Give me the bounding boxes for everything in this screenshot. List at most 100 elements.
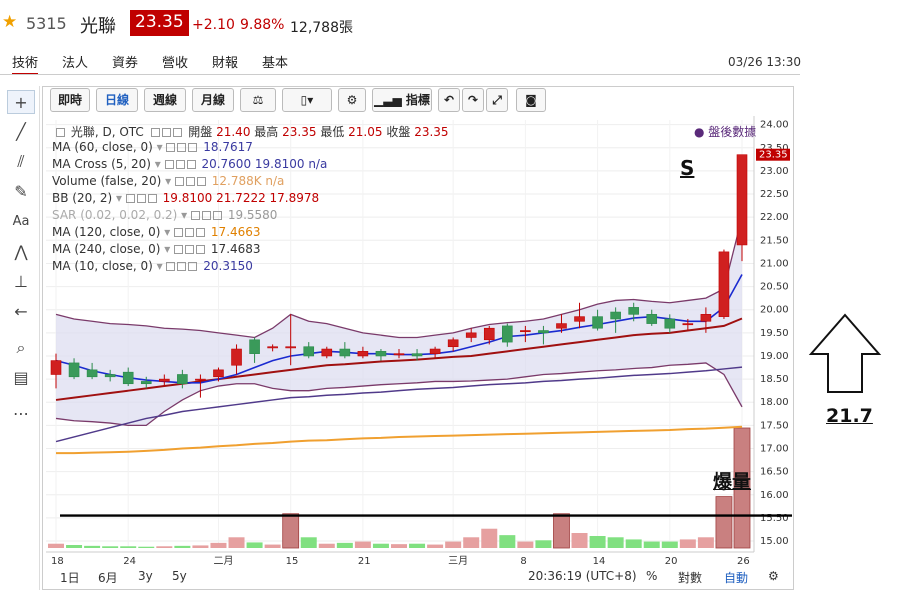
indicator-row[interactable]: MA Cross (5, 20) ▾ 20.7600 19.8100 n/a xyxy=(52,157,327,171)
log-toggle[interactable]: 對數 xyxy=(678,571,703,585)
toggle-box-icon[interactable] xyxy=(186,160,196,169)
toggle-box-icon[interactable] xyxy=(174,245,184,254)
crosshair-icon[interactable]: + xyxy=(7,90,35,114)
toggle-box-icon[interactable] xyxy=(188,143,198,152)
indicator-row[interactable]: MA (60, close, 0) ▾ 18.7617 xyxy=(52,140,253,154)
toggle-box-icon[interactable] xyxy=(196,245,206,254)
candle-type-select[interactable]: ▯▾ xyxy=(282,88,332,112)
camera-icon[interactable]: ◙ xyxy=(516,88,546,112)
undo-icon[interactable]: ↶ xyxy=(438,88,460,112)
toggle-box-icon[interactable] xyxy=(177,262,187,271)
toggle-box-icon[interactable] xyxy=(164,160,174,169)
toggle-box-icon[interactable] xyxy=(166,262,176,271)
indicator-value: 19.8100 21.7222 17.8978 xyxy=(158,191,320,205)
dropdown-caret-icon[interactable]: ▾ xyxy=(160,225,175,239)
daily-button[interactable]: 日線 xyxy=(96,88,138,112)
redo-icon[interactable]: ↷ xyxy=(462,88,484,112)
brush-icon[interactable]: ✎ xyxy=(14,182,28,201)
collapse-box-icon[interactable] xyxy=(56,128,65,137)
toggle-box-icon[interactable] xyxy=(188,262,198,271)
toggle-box-icon[interactable] xyxy=(185,228,195,237)
fork-icon[interactable]: ⫽ xyxy=(17,152,25,171)
toggle-box-icon[interactable] xyxy=(185,245,195,254)
toggle-box-icon[interactable] xyxy=(196,228,206,237)
volume-bar xyxy=(156,546,173,548)
candle-body xyxy=(177,374,188,385)
range-1d[interactable]: 1日 xyxy=(60,571,80,585)
tab-financials[interactable]: 財報 xyxy=(212,56,239,71)
pattern-icon[interactable]: ⋀ xyxy=(14,242,28,261)
toggle-box-icon[interactable] xyxy=(213,211,222,220)
tab-institutional[interactable]: 法人 xyxy=(62,56,89,71)
toggle-box-icon[interactable] xyxy=(174,177,184,186)
toggle-box-icon[interactable] xyxy=(125,194,135,203)
indicator-row[interactable]: Volume (false, 20) ▾ 12.788K n/a xyxy=(52,174,284,188)
measure-icon[interactable]: ⊥ xyxy=(14,272,28,291)
toggle-box-icon[interactable] xyxy=(185,177,195,186)
text-tool-icon[interactable]: Aa xyxy=(12,214,30,229)
range-3y[interactable]: 3y xyxy=(138,569,153,583)
arrow-left-icon[interactable]: ← xyxy=(14,302,28,321)
dropdown-caret-icon[interactable]: ▾ xyxy=(177,208,191,222)
y-tick-label: 18.00 xyxy=(760,397,789,408)
y-tick-label: 18.50 xyxy=(760,374,789,385)
price-chart[interactable]: 15.00 15.50 16.00 16.50 17.00 17.50 18.00 18.50… xyxy=(46,116,792,566)
toggle-box-icon[interactable] xyxy=(147,194,157,203)
dropdown-caret-icon[interactable]: ▾ xyxy=(112,191,126,205)
settings-gear-icon[interactable]: ⚙ xyxy=(338,88,366,112)
star-icon[interactable]: ★ xyxy=(2,12,18,32)
tab-technical[interactable]: 技術 xyxy=(12,52,39,75)
indicator-value: 18.7617 xyxy=(199,140,253,154)
toggle-box-icon[interactable] xyxy=(151,128,161,137)
toggle-box-icon[interactable] xyxy=(173,128,183,137)
auto-toggle[interactable]: 自動 xyxy=(724,571,749,585)
indicator-row[interactable]: MA (10, close, 0) ▾ 20.3150 xyxy=(52,259,253,273)
after-hours-link[interactable]: ● 盤後數據 xyxy=(694,125,757,139)
toggle-box-icon[interactable] xyxy=(196,177,206,186)
drawing-toolbar: + ╱ ⫽ ✎ Aa ⋀ ⊥ ← ⌕ ▤ ⋯ xyxy=(4,86,40,590)
range-6m[interactable]: 6月 xyxy=(98,571,118,585)
candle-body xyxy=(502,325,513,343)
indicator-row[interactable]: MA (240, close, 0) ▾ 17.4683 xyxy=(52,242,261,256)
dropdown-caret-icon[interactable]: ▾ xyxy=(152,259,167,273)
ruler-icon[interactable]: ▤ xyxy=(13,368,29,387)
trendline-icon[interactable]: ╱ xyxy=(16,122,26,141)
indicator-row[interactable]: MA (120, close, 0) ▾ 17.4663 xyxy=(52,225,261,239)
tab-margin[interactable]: 資券 xyxy=(112,56,139,71)
toggle-box-icon[interactable] xyxy=(162,128,172,137)
candle-body xyxy=(140,381,152,385)
toggle-box-icon[interactable] xyxy=(202,211,211,220)
indicator-row[interactable]: BB (20, 2) ▾ 19.8100 21.7222 17.8978 xyxy=(52,191,319,205)
monthly-button[interactable]: 月線 xyxy=(192,88,234,112)
indicator-row[interactable]: SAR (0.02, 0.02, 0.2) ▾ 19.5580 xyxy=(52,208,277,222)
dropdown-caret-icon[interactable]: ▾ xyxy=(150,157,165,171)
volume-bar xyxy=(661,541,678,548)
dropdown-caret-icon[interactable]: ▾ xyxy=(152,140,167,154)
tab-revenue[interactable]: 營收 xyxy=(162,56,189,71)
intraday-button[interactable]: 即時 xyxy=(50,88,90,112)
y-tick-label: 19.00 xyxy=(760,351,789,362)
toggle-box-icon[interactable] xyxy=(166,143,176,152)
candle-body xyxy=(357,351,369,357)
candle-body xyxy=(465,332,477,338)
volume-bar xyxy=(228,537,245,548)
toggle-box-icon[interactable] xyxy=(177,143,187,152)
toggle-box-icon[interactable] xyxy=(175,160,185,169)
volume-bar xyxy=(499,535,516,548)
axis-settings-icon[interactable]: ⚙ xyxy=(768,569,779,583)
candle-body xyxy=(574,316,585,322)
toggle-box-icon[interactable] xyxy=(174,228,184,237)
dropdown-caret-icon[interactable]: ▾ xyxy=(160,242,175,256)
percent-toggle[interactable]: % xyxy=(646,569,658,583)
indicators-button[interactable]: ▁▃▅ 指標 xyxy=(372,88,432,112)
dropdown-caret-icon[interactable]: ▾ xyxy=(161,174,175,188)
compare-scale-icon[interactable]: ⚖ xyxy=(240,88,276,112)
zoom-icon[interactable]: ⌕ xyxy=(16,338,26,357)
tab-basics[interactable]: 基本 xyxy=(262,56,289,71)
more-icon[interactable]: ⋯ xyxy=(13,404,29,423)
toggle-box-icon[interactable] xyxy=(191,211,200,220)
fullscreen-icon[interactable]: ⤢ xyxy=(486,88,508,112)
toggle-box-icon[interactable] xyxy=(136,194,146,203)
range-5y[interactable]: 5y xyxy=(172,569,187,583)
weekly-button[interactable]: 週線 xyxy=(144,88,186,112)
